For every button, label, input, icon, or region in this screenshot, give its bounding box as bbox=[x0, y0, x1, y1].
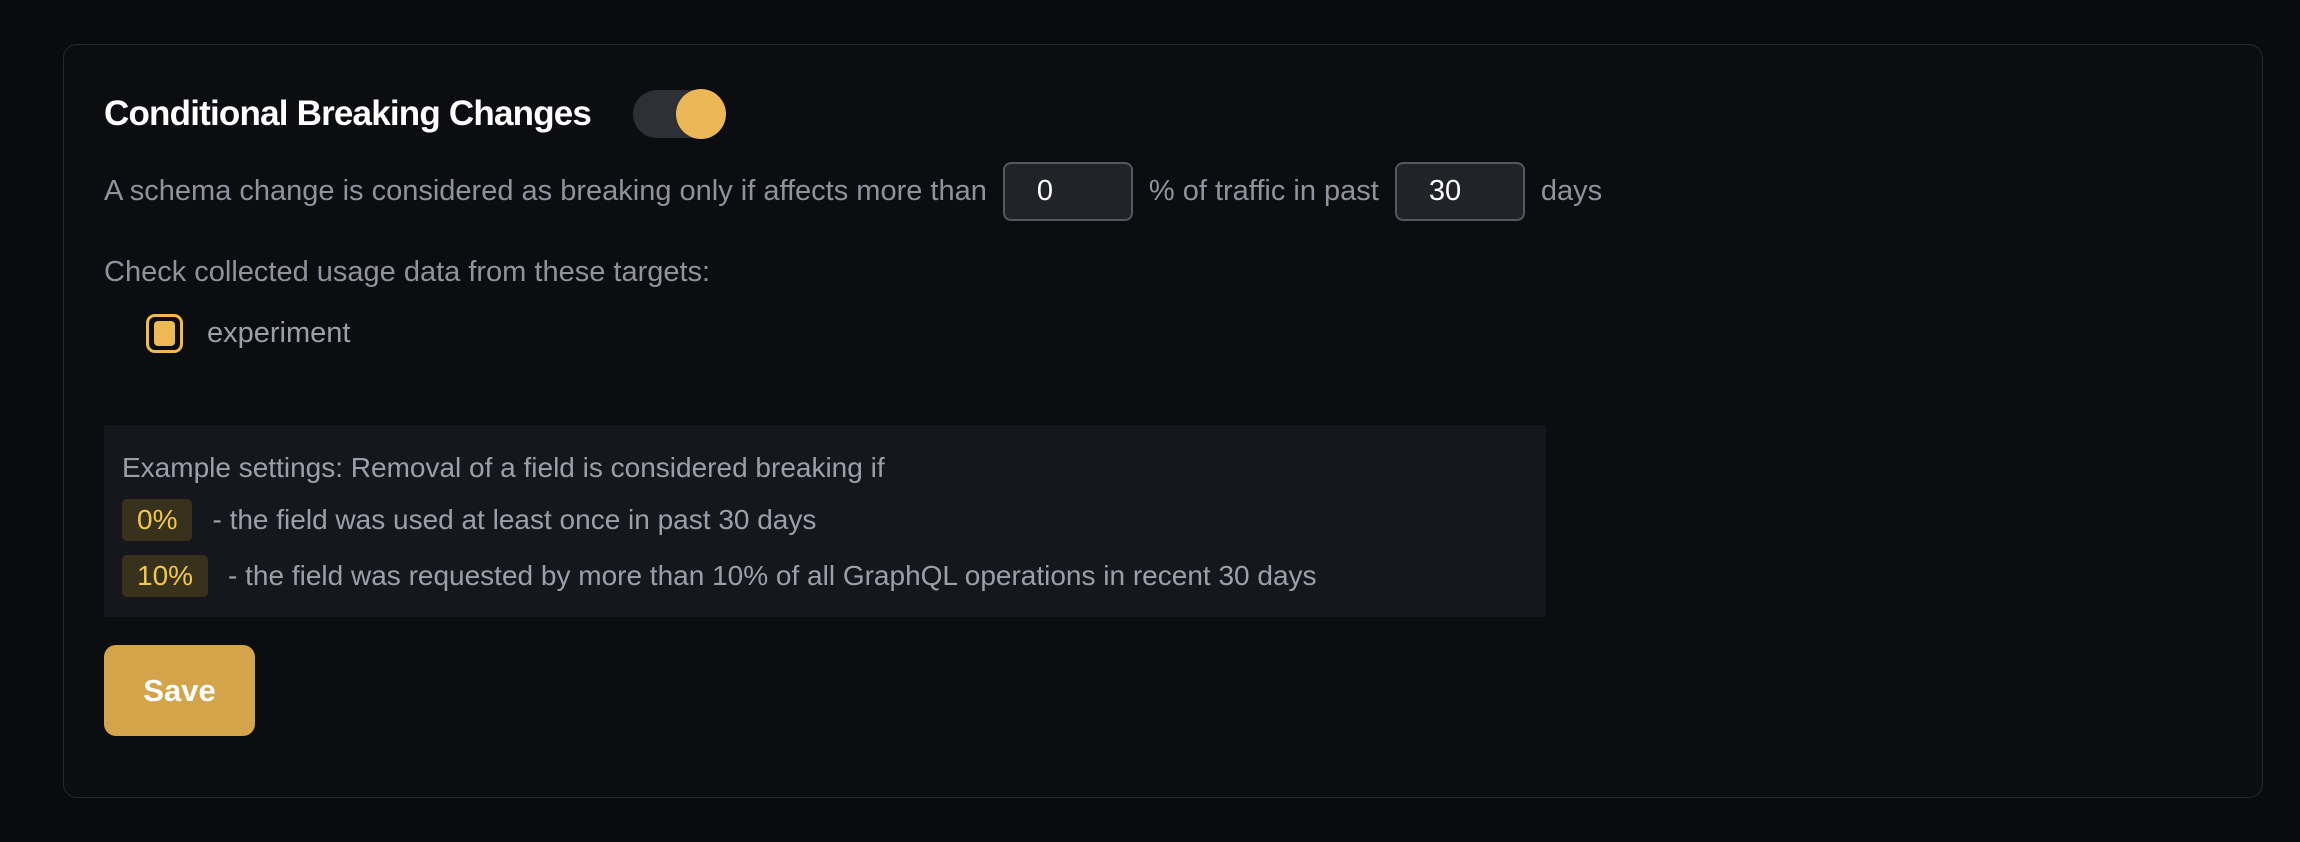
conditional-breaking-changes-toggle[interactable] bbox=[633, 89, 727, 139]
save-button[interactable]: Save bbox=[104, 645, 255, 736]
traffic-percentage-input[interactable] bbox=[1002, 161, 1133, 221]
target-experiment-label[interactable]: experiment bbox=[207, 316, 351, 349]
target-list-item: experiment bbox=[146, 313, 2222, 353]
threshold-sentence: A schema change is considered as breakin… bbox=[104, 161, 2222, 221]
percentage-badge: 0% bbox=[122, 499, 193, 541]
threshold-sentence-part2: % of traffic in past bbox=[1148, 174, 1379, 207]
conditional-breaking-changes-card: Conditional Breaking Changes A schema ch… bbox=[63, 44, 2263, 798]
threshold-sentence-part1: A schema change is considered as breakin… bbox=[104, 174, 987, 207]
example-rule-row: 10% - the field was requested by more th… bbox=[122, 555, 1528, 597]
period-days-input[interactable] bbox=[1394, 161, 1525, 221]
example-intro-text: Example settings: Removal of a field is … bbox=[122, 452, 885, 483]
percentage-badge: 10% bbox=[122, 555, 209, 597]
example-settings-box: Example settings: Removal of a field is … bbox=[104, 425, 1546, 617]
target-experiment-checkbox[interactable] bbox=[146, 313, 183, 353]
threshold-sentence-part3: days bbox=[1540, 174, 1603, 207]
example-rule-row: 0% - the field was used at least once in… bbox=[122, 499, 1528, 541]
checkbox-checked-fill-icon bbox=[154, 320, 175, 346]
targets-section-label: Check collected usage data from these ta… bbox=[104, 256, 711, 288]
example-rule-text: - the field was requested by more than 1… bbox=[228, 560, 1317, 591]
toggle-knob-icon bbox=[676, 89, 727, 139]
card-title: Conditional Breaking Changes bbox=[104, 94, 592, 133]
example-rule-text: - the field was used at least once in pa… bbox=[212, 504, 817, 535]
card-header: Conditional Breaking Changes bbox=[104, 89, 2222, 139]
